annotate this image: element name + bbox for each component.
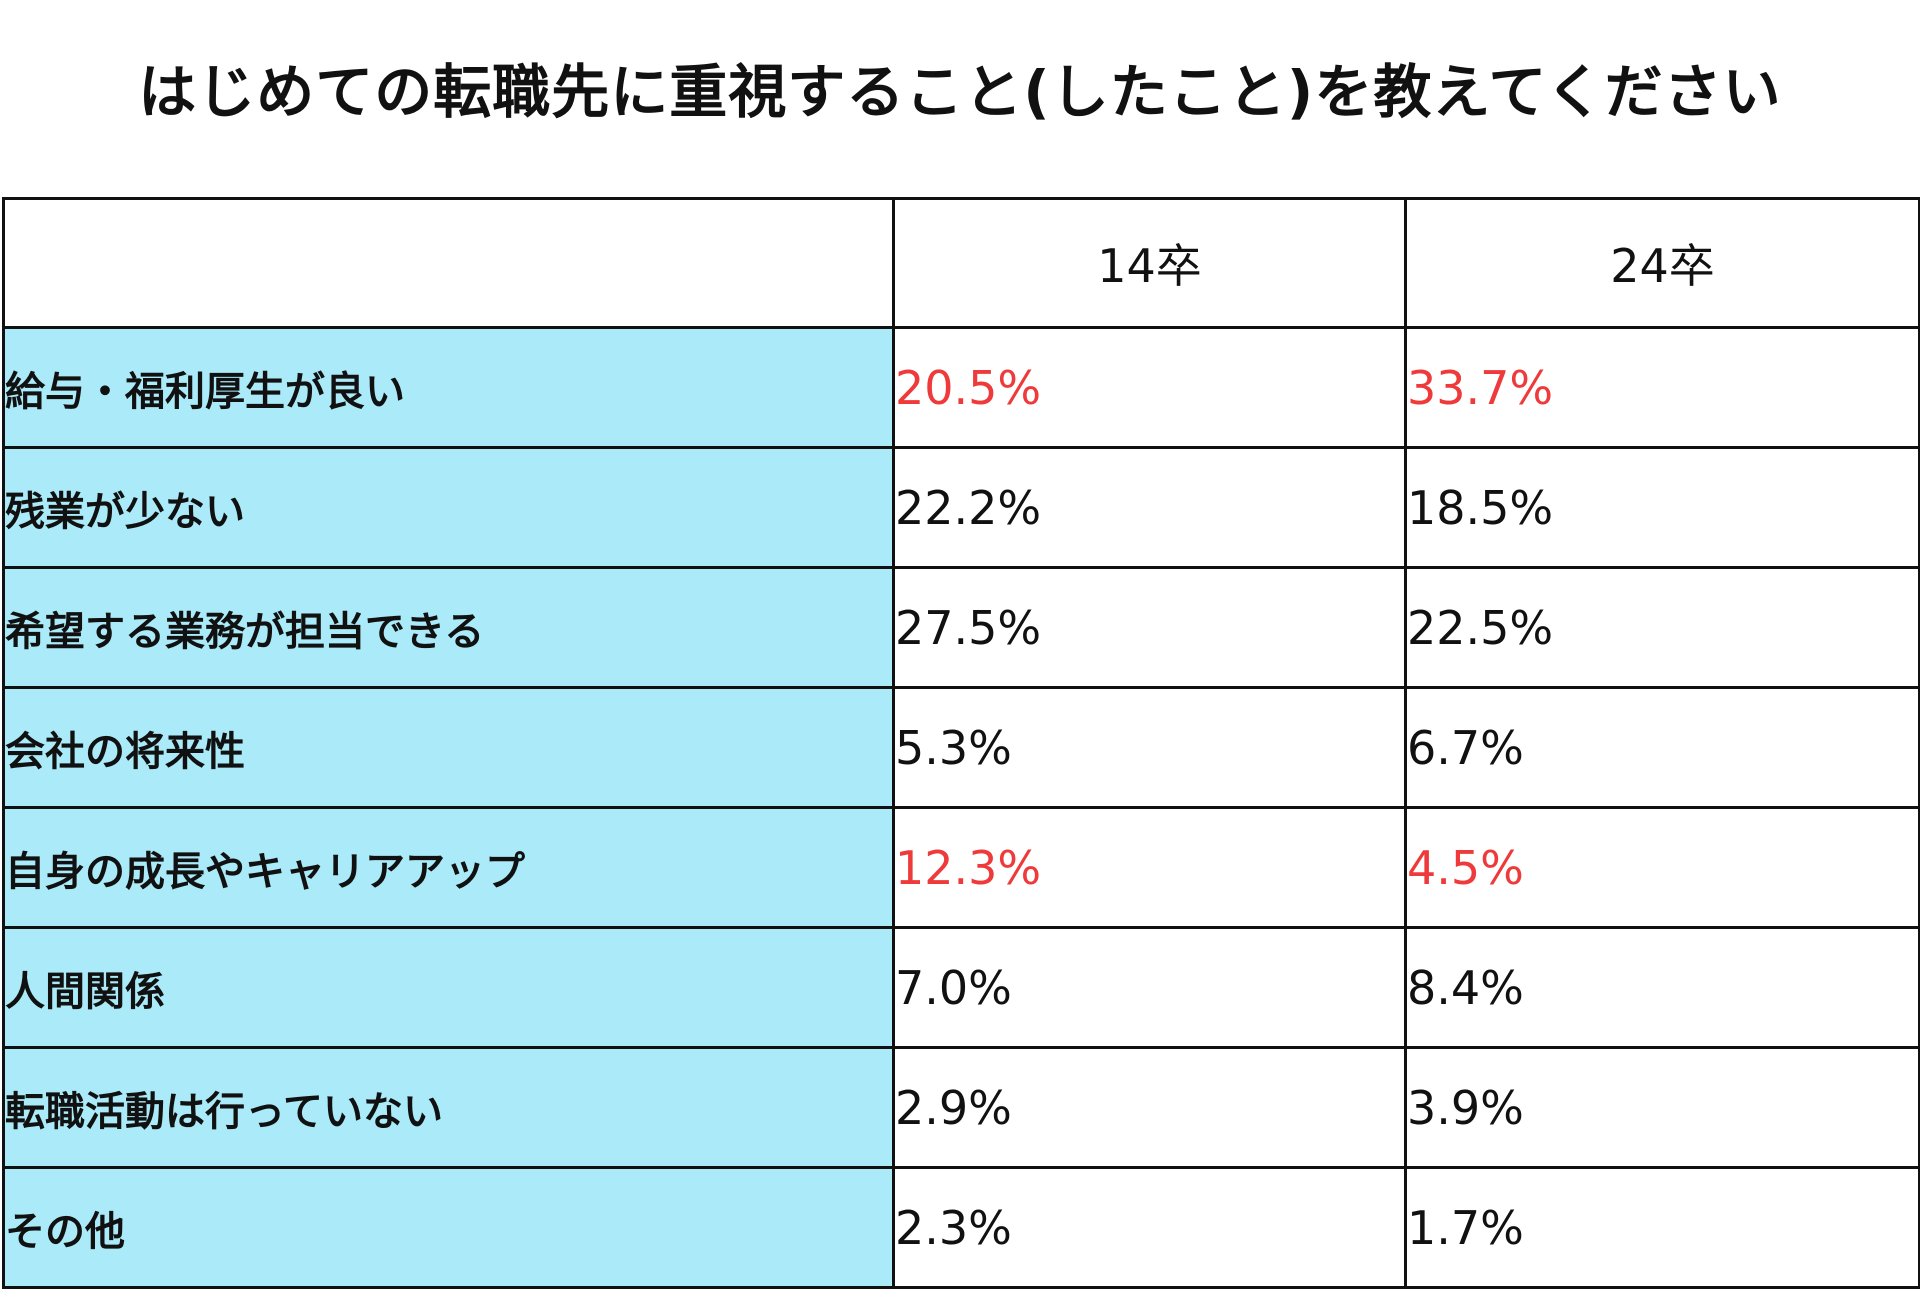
value-cell-14: 20.5%: [892, 326, 1407, 449]
table-row: 給与・福利厚生が良い 20.5% 33.7%: [2, 326, 1920, 449]
value-cell-14: 27.5%: [892, 566, 1407, 689]
value-cell-24: 6.7%: [1404, 686, 1920, 809]
value-cell-24: 1.7%: [1404, 1166, 1920, 1289]
value-cell-14: 2.9%: [892, 1046, 1407, 1169]
value-cell-24: 33.7%: [1404, 326, 1920, 449]
table-row: 残業が少ない 22.2% 18.5%: [2, 446, 1920, 569]
table-row: 人間関係 7.0% 8.4%: [2, 926, 1920, 1049]
header-row: 14卒 24卒: [2, 197, 1920, 329]
value-cell-24: 3.9%: [1404, 1046, 1920, 1169]
value-cell-24: 18.5%: [1404, 446, 1920, 569]
value-cell-24: 8.4%: [1404, 926, 1920, 1049]
table-row: 会社の将来性 5.3% 6.7%: [2, 686, 1920, 809]
row-label: 転職活動は行っていない: [2, 1046, 895, 1169]
value-cell-24: 22.5%: [1404, 566, 1920, 689]
value-cell-14: 5.3%: [892, 686, 1407, 809]
table-row: 希望する業務が担当できる 27.5% 22.5%: [2, 566, 1920, 689]
comparison-table: 14卒 24卒 給与・福利厚生が良い 20.5% 33.7% 残業が少ない 22…: [2, 197, 1920, 1289]
table-row: その他 2.3% 1.7%: [2, 1166, 1920, 1289]
row-label: 残業が少ない: [2, 446, 895, 569]
row-label: 給与・福利厚生が良い: [2, 326, 895, 449]
row-label: 自身の成長やキャリアアップ: [2, 806, 895, 929]
table-row: 自身の成長やキャリアアップ 12.3% 4.5%: [2, 806, 1920, 929]
row-label: その他: [2, 1166, 895, 1289]
column-header-14: 14卒: [892, 197, 1407, 329]
header-corner-cell: [2, 197, 895, 329]
row-label: 希望する業務が担当できる: [2, 566, 895, 689]
value-cell-24: 4.5%: [1404, 806, 1920, 929]
table-row: 転職活動は行っていない 2.9% 3.9%: [2, 1046, 1920, 1169]
value-cell-14: 7.0%: [892, 926, 1407, 1049]
value-cell-14: 22.2%: [892, 446, 1407, 569]
row-label: 人間関係: [2, 926, 895, 1049]
value-cell-14: 2.3%: [892, 1166, 1407, 1289]
row-label: 会社の将来性: [2, 686, 895, 809]
value-cell-14: 12.3%: [892, 806, 1407, 929]
column-header-24: 24卒: [1404, 197, 1920, 329]
page-title: はじめての転職先に重視すること(したこと)を教えてください: [138, 58, 1782, 126]
